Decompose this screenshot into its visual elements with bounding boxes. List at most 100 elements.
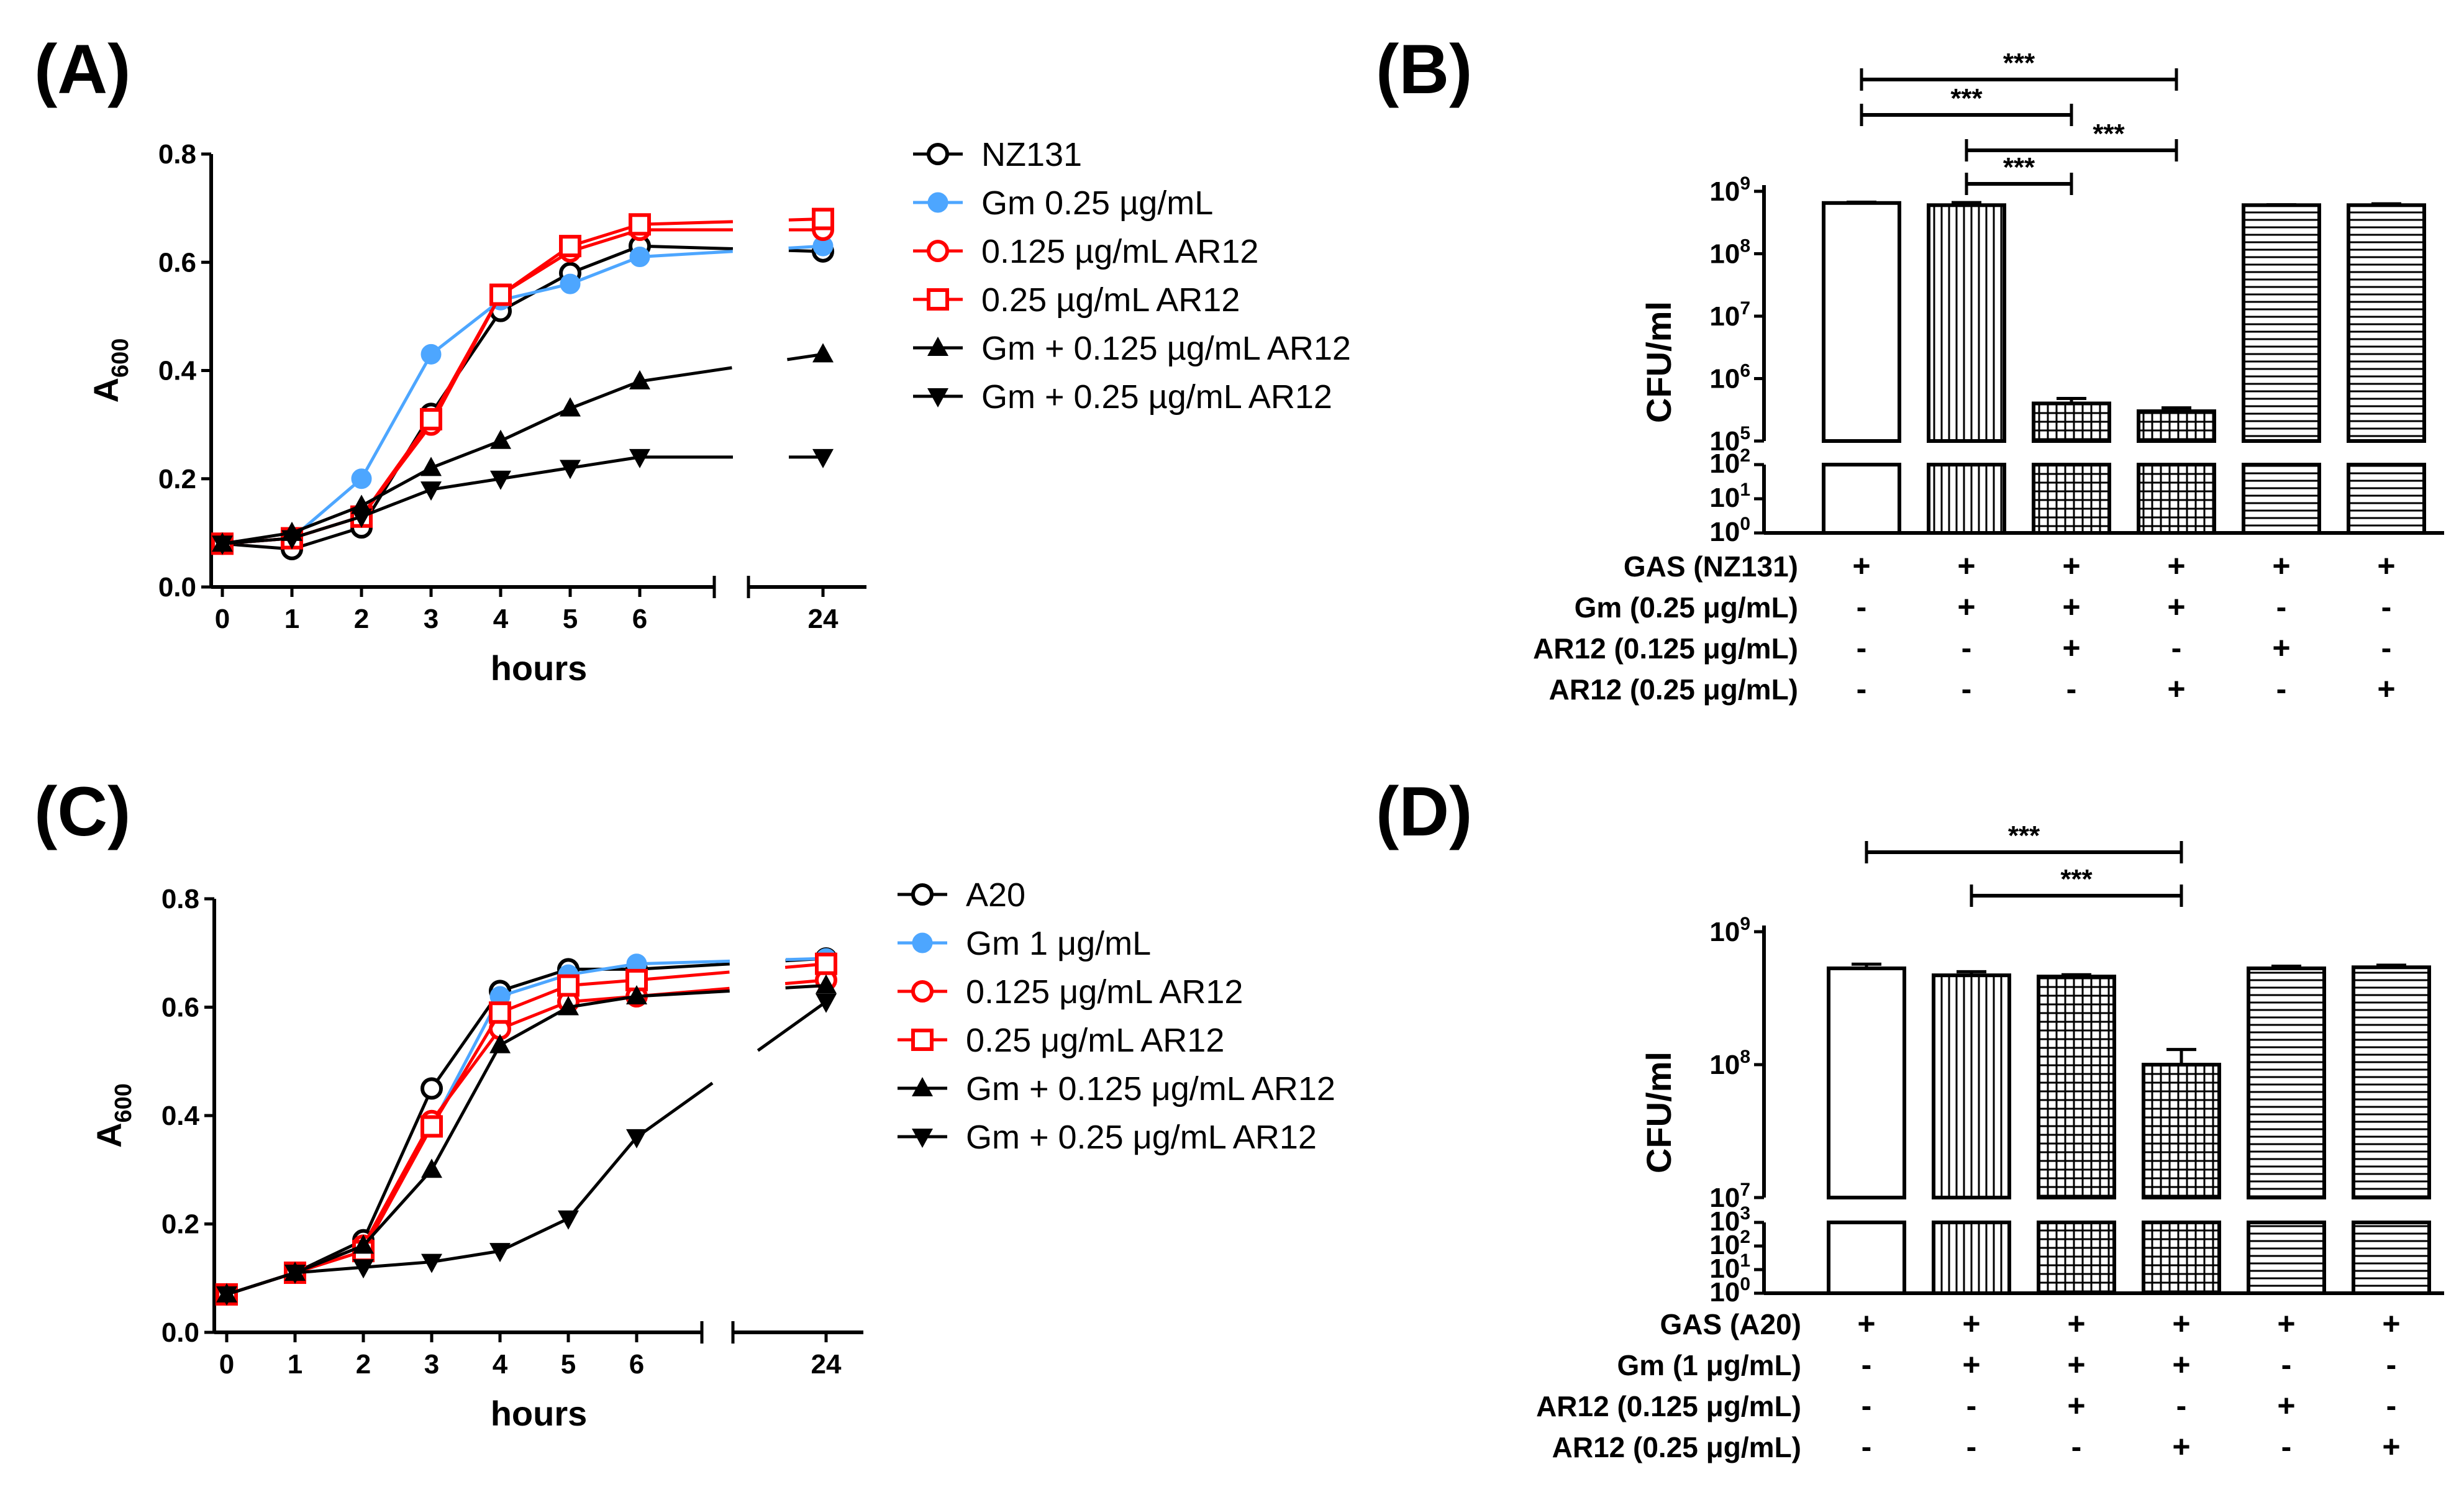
bar-lower-segment bbox=[2247, 1221, 2326, 1295]
y-axis-title-main: A bbox=[89, 1122, 129, 1147]
data-point bbox=[559, 235, 581, 258]
x-tick-label: 6 bbox=[629, 1349, 644, 1380]
tick-base: 10 bbox=[1709, 301, 1740, 332]
y-tick-label: 108 bbox=[1709, 1047, 1750, 1080]
legend-marker bbox=[927, 288, 949, 311]
data-point bbox=[629, 213, 651, 236]
condition-mark: + bbox=[2172, 1347, 2190, 1382]
x-tick-label: 5 bbox=[561, 1349, 576, 1380]
significance-stars: *** bbox=[2008, 821, 2040, 851]
x-tick-label: 6 bbox=[632, 604, 647, 634]
legend-marker bbox=[911, 980, 934, 1003]
condition-mark: - bbox=[2171, 630, 2182, 665]
tick-base: 10 bbox=[1709, 364, 1740, 394]
y-axis-title: A600 bbox=[86, 339, 134, 403]
legend-label: Gm 0.25 µg/mL bbox=[981, 184, 1213, 222]
data-point bbox=[812, 343, 834, 363]
condition-mark: + bbox=[1857, 1306, 1875, 1341]
y-tick-label: 101 bbox=[1709, 1250, 1750, 1284]
y-tick-label: 0.6 bbox=[161, 993, 199, 1023]
data-point bbox=[812, 448, 834, 468]
y-tick-label: 108 bbox=[1709, 236, 1750, 270]
condition-mark: - bbox=[2176, 1388, 2187, 1423]
tick-exp: 6 bbox=[1740, 361, 1750, 381]
tick-exp: 5 bbox=[1740, 423, 1750, 443]
legend-label: NZ131 bbox=[981, 136, 1082, 173]
y-axis-title: CFU/ml bbox=[1639, 1052, 1678, 1173]
condition-mark: - bbox=[2066, 671, 2077, 706]
tick-exp: 8 bbox=[1740, 1047, 1750, 1067]
bar-lower-segment bbox=[1827, 1221, 1906, 1295]
legend-label: Gm + 0.25 μg/mL AR12 bbox=[966, 1119, 1317, 1156]
data-point bbox=[629, 247, 650, 268]
data-point bbox=[489, 283, 512, 306]
condition-mark: + bbox=[1962, 1306, 1980, 1341]
legend-label: Gm + 0.125 µg/mL AR12 bbox=[981, 330, 1351, 367]
series-line bbox=[222, 244, 640, 551]
condition-mark: + bbox=[2277, 1388, 2295, 1423]
y-tick-label: 0.2 bbox=[158, 464, 196, 494]
data-point bbox=[626, 985, 647, 1005]
data-point bbox=[421, 1253, 442, 1273]
series-line-break bbox=[636, 962, 827, 982]
legend-label: A20 bbox=[966, 876, 1025, 914]
condition-mark: + bbox=[2167, 671, 2185, 706]
tick-exp: 3 bbox=[1740, 1203, 1750, 1224]
condition-mark: - bbox=[1966, 1388, 1977, 1423]
bar-lower-segment bbox=[2347, 463, 2426, 535]
legend-marker bbox=[912, 1077, 933, 1096]
x-axis-title: hours bbox=[491, 648, 588, 688]
data-point bbox=[489, 1243, 511, 1263]
panel-label: (C) bbox=[34, 773, 130, 850]
tick-exp: 9 bbox=[1740, 173, 1750, 194]
x-axis-title: hours bbox=[491, 1394, 588, 1433]
bar bbox=[2142, 1063, 2221, 1199]
data-point bbox=[421, 343, 442, 365]
y-tick-label: 109 bbox=[1709, 914, 1750, 947]
data-point bbox=[353, 1234, 374, 1254]
y-tick-label: 101 bbox=[1709, 480, 1750, 513]
legend-marker bbox=[927, 143, 949, 165]
x-tick-label: 2 bbox=[356, 1349, 371, 1380]
series-line-break bbox=[639, 244, 824, 259]
condition-mark: + bbox=[2277, 1306, 2295, 1341]
tick-exp: 7 bbox=[1740, 298, 1750, 319]
tick-exp: 7 bbox=[1740, 1180, 1750, 1200]
x-tick-label: 2 bbox=[354, 604, 369, 634]
data-point bbox=[558, 996, 579, 1016]
legend-marker bbox=[912, 932, 933, 953]
y-tick-label: 0.4 bbox=[158, 356, 197, 386]
condition-mark: + bbox=[2377, 548, 2395, 583]
y-axis-title-sub: 600 bbox=[111, 1083, 137, 1122]
bar-lower-segment bbox=[2137, 463, 2216, 535]
condition-mark: + bbox=[2382, 1306, 2400, 1341]
condition-mark: - bbox=[1857, 671, 1867, 706]
legend-label: 0.25 µg/mL AR12 bbox=[981, 281, 1240, 319]
condition-label: Gm (0.25 μg/mL) bbox=[1575, 591, 1798, 624]
bar bbox=[2247, 966, 2326, 1200]
y-tick-label: 100 bbox=[1709, 514, 1750, 547]
condition-mark: - bbox=[2281, 1347, 2292, 1382]
legend-marker bbox=[927, 240, 949, 262]
data-point bbox=[815, 952, 837, 975]
tick-base: 10 bbox=[1709, 176, 1740, 207]
y-tick-label: 100 bbox=[1709, 1274, 1750, 1308]
tick-exp: 0 bbox=[1740, 514, 1750, 534]
condition-mark: + bbox=[2062, 548, 2080, 583]
legend-marker bbox=[927, 192, 948, 213]
bar bbox=[1822, 201, 1901, 443]
condition-mark: - bbox=[2381, 589, 2392, 624]
significance-stars: *** bbox=[2003, 152, 2035, 183]
y-tick-label: 0.0 bbox=[161, 1317, 199, 1348]
series-line-break bbox=[639, 244, 824, 253]
tick-base: 10 bbox=[1709, 1277, 1740, 1308]
x-tick-label: 24 bbox=[811, 1349, 842, 1380]
y-tick-label: 0.8 bbox=[158, 139, 196, 170]
tick-base: 10 bbox=[1709, 917, 1740, 947]
legend-label: Gm + 0.25 µg/mL AR12 bbox=[981, 378, 1332, 416]
series-line bbox=[226, 994, 637, 1296]
data-point bbox=[816, 974, 837, 994]
condition-mark: - bbox=[2386, 1347, 2397, 1382]
